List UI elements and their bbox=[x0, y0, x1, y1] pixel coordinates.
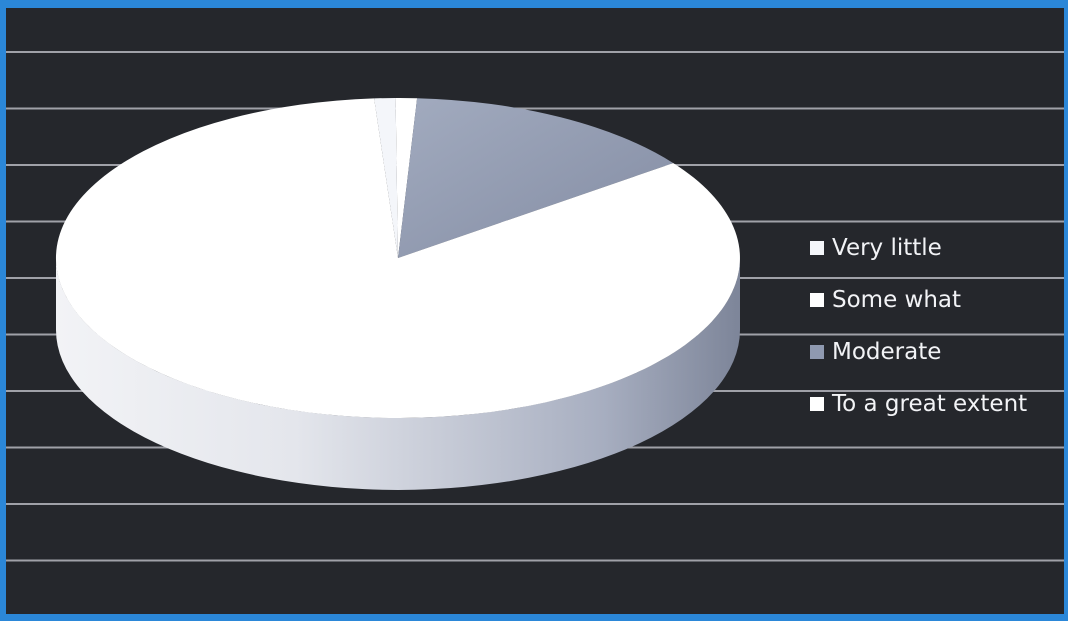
legend-item-moderate: Moderate bbox=[810, 326, 1027, 378]
legend-label-very-little: Very little bbox=[832, 234, 942, 261]
legend-item-to-a-great-extent: To a great extent bbox=[810, 378, 1027, 430]
legend-swatch-some-what bbox=[810, 293, 824, 307]
pie-slice-moderate bbox=[398, 98, 674, 258]
legend-label-some-what: Some what bbox=[832, 286, 962, 313]
pie-slice-some-what bbox=[395, 97, 418, 258]
pie-slice-to-a-great-extent bbox=[55, 98, 740, 419]
legend-label-moderate: Moderate bbox=[832, 338, 942, 365]
legend-swatch-very-little bbox=[810, 241, 824, 255]
legend-swatch-to-a-great-extent bbox=[810, 397, 824, 411]
legend-swatch-moderate bbox=[810, 345, 824, 359]
pie-slices bbox=[55, 97, 740, 419]
pie-chart bbox=[6, 51, 1064, 562]
legend-item-very-little: Very little bbox=[810, 222, 1027, 274]
pie-slice-very-little bbox=[374, 98, 398, 258]
pie-side-wall bbox=[56, 258, 740, 490]
pie-side bbox=[56, 258, 740, 490]
chart-panel: Very little Some what Moderate To a grea… bbox=[6, 8, 1064, 614]
legend-item-some-what: Some what bbox=[810, 274, 1027, 326]
legend-label-to-a-great-extent: To a great extent bbox=[832, 390, 1028, 417]
legend: Very little Some what Moderate To a grea… bbox=[810, 222, 1027, 430]
